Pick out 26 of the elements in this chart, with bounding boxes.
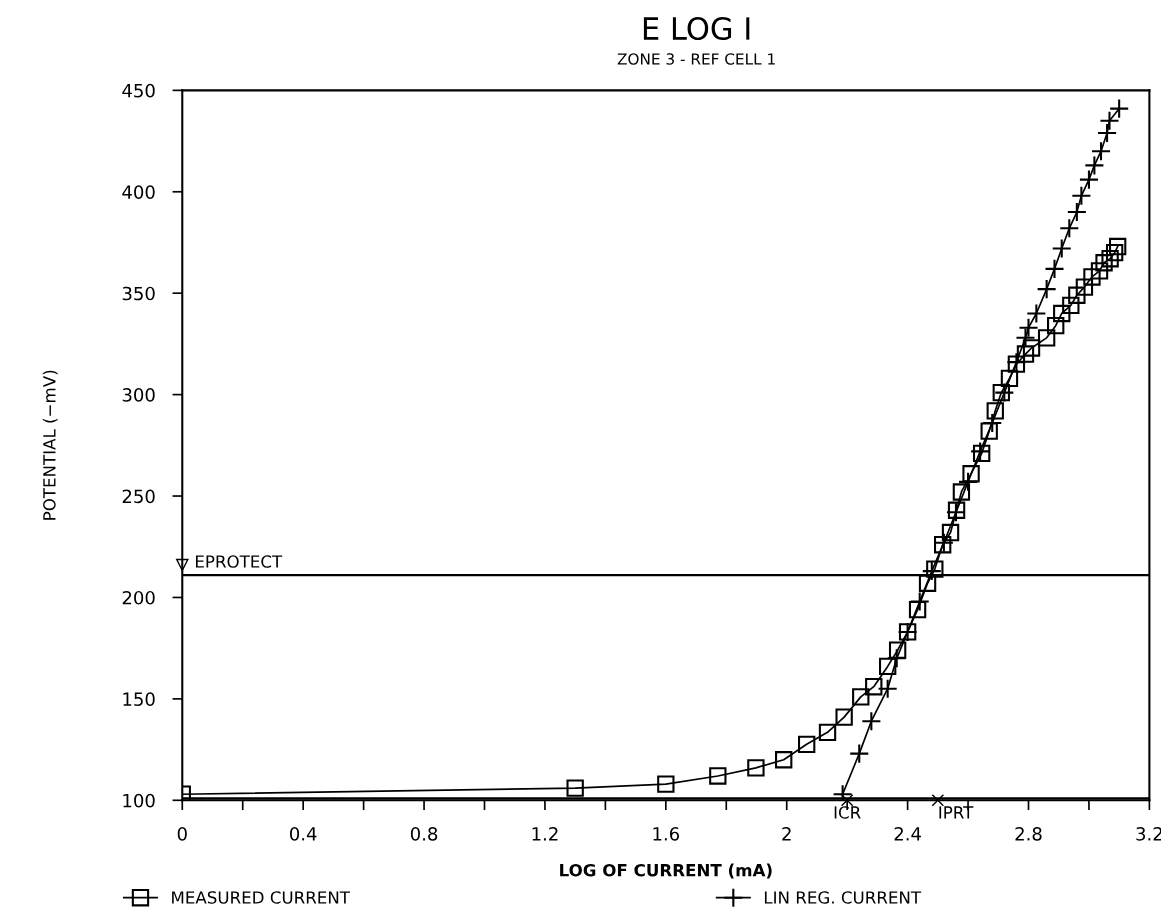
legend-label: MEASURED CURRENT <box>172 891 351 904</box>
x-tick-label: 1.2 <box>532 827 558 841</box>
x-tick-label: 2 <box>782 827 791 841</box>
y-tick-label: 150 <box>123 692 155 706</box>
x-tick-label: 0.4 <box>290 827 317 841</box>
y-tick-label: 250 <box>122 489 155 504</box>
y-tick-label: 100 <box>123 793 155 808</box>
y-axis-title: POTENTIAL (−mV) <box>42 370 58 520</box>
chart-subtitle: ZONE 3 - REF CELL 1 <box>617 53 775 65</box>
y-tick-label: 300 <box>122 388 155 402</box>
x-tick-label: 2.4 <box>894 827 921 841</box>
ref-line-label: EPROTECT <box>196 555 283 568</box>
annotation: IPRT <box>939 806 974 819</box>
y-tick-label: 400 <box>122 185 155 199</box>
legend-label: LIN REG. CURRENT <box>764 891 922 904</box>
x-tick-label: 0.8 <box>410 827 438 841</box>
y-tick-label: 450 <box>122 83 155 98</box>
annotation: ICR <box>834 806 861 819</box>
chart-title: E LOG I <box>643 16 750 41</box>
y-tick-label: 200 <box>122 590 155 605</box>
x-tick-label: 3.2 <box>1136 827 1161 841</box>
x-tick-label: 2.8 <box>1015 827 1042 841</box>
x-axis-title: LOG OF CURRENT (mA) <box>560 863 772 879</box>
x-tick-label: 1.6 <box>653 827 680 841</box>
y-tick-label: 350 <box>122 286 155 301</box>
x-tick-label: 0 <box>177 827 187 841</box>
